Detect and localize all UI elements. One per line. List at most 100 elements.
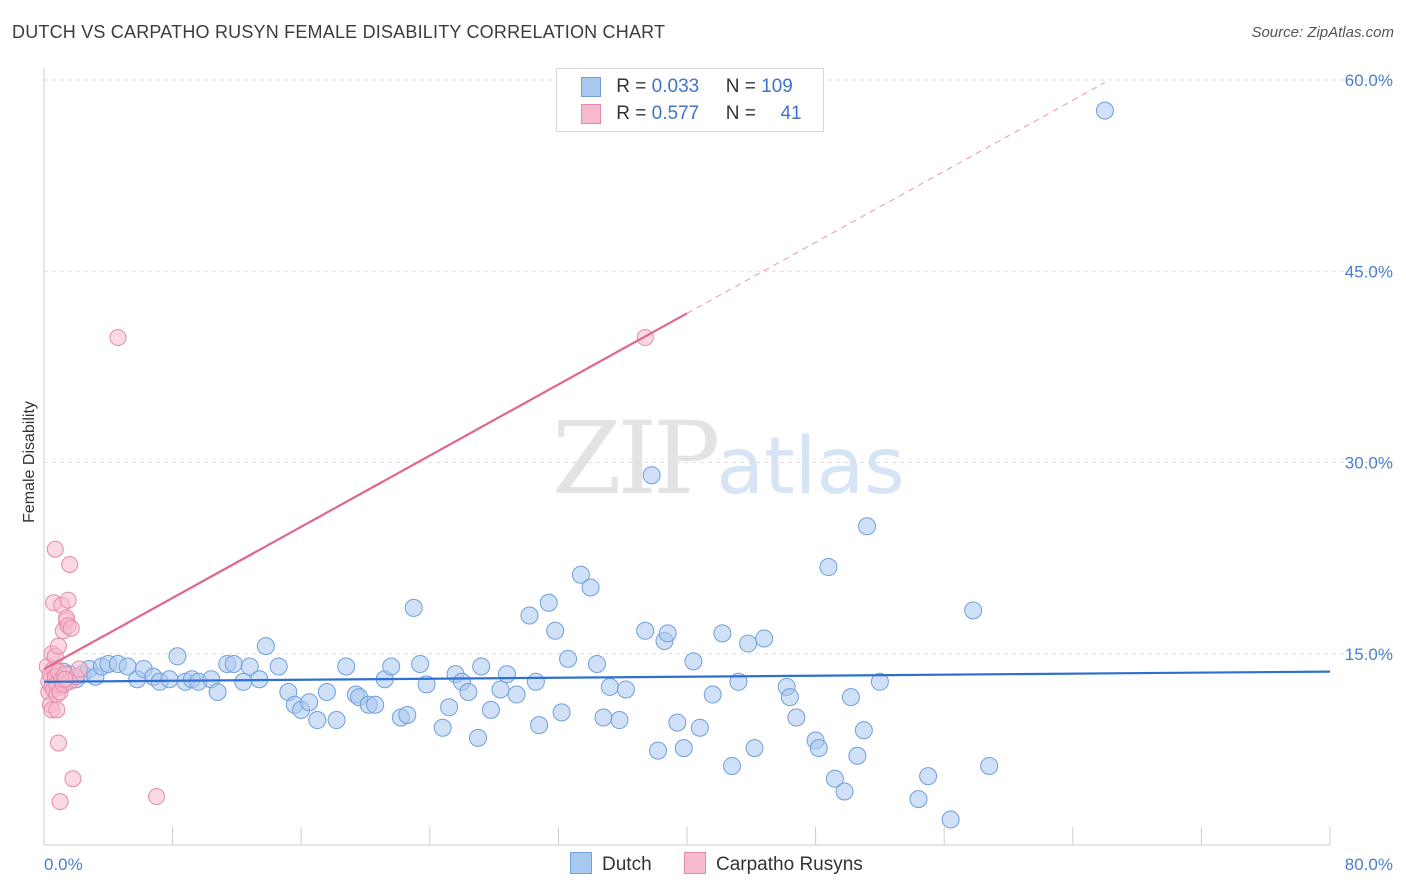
dutch-point <box>469 728 488 747</box>
dutch-point <box>616 680 635 699</box>
rusyn-point <box>56 670 74 688</box>
source-label: Source: ZipAtlas.com <box>1251 24 1394 41</box>
dutch-points <box>47 101 1114 829</box>
rusyn-point <box>48 701 66 719</box>
watermark-zip: ZIP <box>552 400 720 517</box>
dutch-point <box>411 654 430 673</box>
dutch-point <box>787 708 806 727</box>
dutch-point <box>160 670 179 689</box>
legend-r-label: R = <box>616 103 647 124</box>
dutch-point <box>745 739 764 758</box>
rusyn-point <box>46 540 64 558</box>
dutch-point <box>858 517 877 536</box>
dutch-point <box>841 688 860 707</box>
y-tick-label: 30.0% <box>1345 454 1393 473</box>
dutch-point <box>546 621 565 640</box>
legend-row-rusyn: R = 0.577 N = 41 <box>581 101 802 127</box>
dutch-point <box>366 695 385 714</box>
y-tick-label: 45.0% <box>1345 262 1393 281</box>
dutch-point <box>703 685 722 704</box>
dutch-point <box>600 677 619 696</box>
dutch-point <box>713 624 732 643</box>
rusyn-point <box>64 770 82 788</box>
rusyn-point <box>59 591 77 609</box>
dutch-point <box>636 621 655 640</box>
dutch-point <box>234 672 253 691</box>
watermark: ZIPatlas <box>552 400 905 517</box>
dutch-point <box>825 769 844 788</box>
correlation-legend: R = 0.033 N = 109 R = 0.577 N = 41 <box>556 68 824 132</box>
dutch-point <box>459 683 478 701</box>
rusyn-trend-line <box>43 312 688 671</box>
dutch-point <box>870 672 889 691</box>
grid-lines <box>44 79 1395 655</box>
dutch-point <box>240 657 259 676</box>
bottom-legend-label-rusyn: Carpatho Rusyns <box>716 854 863 875</box>
bottom-legend-rusyn: Carpatho Rusyns <box>684 852 863 876</box>
dutch-point <box>658 624 677 643</box>
legend-swatch-rusyn <box>581 103 601 124</box>
rusyn-point <box>49 734 67 752</box>
dutch-point <box>224 654 243 673</box>
dutch-point <box>552 703 571 722</box>
dutch-point <box>649 741 668 760</box>
dutch-point <box>835 782 854 801</box>
dutch-point <box>581 578 600 597</box>
dutch-point <box>674 739 693 758</box>
dutch-point <box>594 708 613 727</box>
bottom-legend-dutch: Dutch <box>570 852 652 876</box>
dutch-point <box>559 649 578 668</box>
dutch-point <box>433 718 452 737</box>
dutch-point <box>317 683 336 701</box>
dutch-point <box>269 657 288 676</box>
rusyn-point <box>148 788 166 806</box>
chart-title: DUTCH VS CARPATHO RUSYN FEMALE DISABILIT… <box>12 22 666 42</box>
dutch-point <box>610 711 629 730</box>
legend-r-value: 0.033 <box>651 76 700 97</box>
tick-labels: 15.0% 30.0% 45.0% 60.0% 0.0% 80.0% Female Disa… <box>21 71 1393 874</box>
dutch-trend-line <box>43 670 1331 683</box>
y-tick-label: 60.0% <box>1345 71 1393 90</box>
legend-n-label: N = <box>725 103 756 124</box>
rusyn-points <box>38 329 654 811</box>
dutch-point <box>980 756 999 775</box>
dutch-point <box>854 721 873 740</box>
dutch-point <box>964 601 983 620</box>
x-tick-label: 80.0% <box>1345 855 1393 874</box>
dutch-point <box>539 593 558 612</box>
y-tick-label: 15.0% <box>1345 645 1393 664</box>
dutch-point <box>491 680 510 699</box>
dutch-point <box>337 657 356 676</box>
rusyn-point <box>109 329 127 347</box>
legend-n-label: N = <box>725 76 756 97</box>
dutch-point <box>440 698 459 717</box>
rusyn-point <box>62 619 80 637</box>
dutch-point <box>507 685 526 704</box>
dutch-point <box>417 675 436 694</box>
y-axis-label: Female Disability <box>21 401 38 523</box>
legend-n-value: 41 <box>780 103 802 124</box>
dutch-point <box>684 652 703 671</box>
dutch-point <box>530 716 549 735</box>
trend-lines <box>43 82 1331 683</box>
dutch-point <box>780 688 799 707</box>
x-tick-label: 0.0% <box>44 855 83 874</box>
legend-row-dutch: R = 0.033 N = 109 <box>581 74 793 100</box>
dutch-point <box>382 657 401 676</box>
legend-n-value: 109 <box>761 76 793 97</box>
dutch-point <box>168 647 187 666</box>
rusyn-point <box>49 637 67 655</box>
dutch-point <box>941 810 960 829</box>
dutch-point <box>819 558 838 577</box>
legend-swatch-dutch <box>581 76 601 97</box>
dutch-point <box>739 634 758 653</box>
dutch-point <box>587 654 606 673</box>
dutch-point <box>300 693 319 712</box>
dutch-point <box>472 657 491 676</box>
dutch-point <box>642 466 661 485</box>
dutch-point <box>308 711 327 730</box>
dutch-point <box>520 606 539 625</box>
dutch-point <box>668 713 687 732</box>
dutch-point <box>398 705 417 724</box>
